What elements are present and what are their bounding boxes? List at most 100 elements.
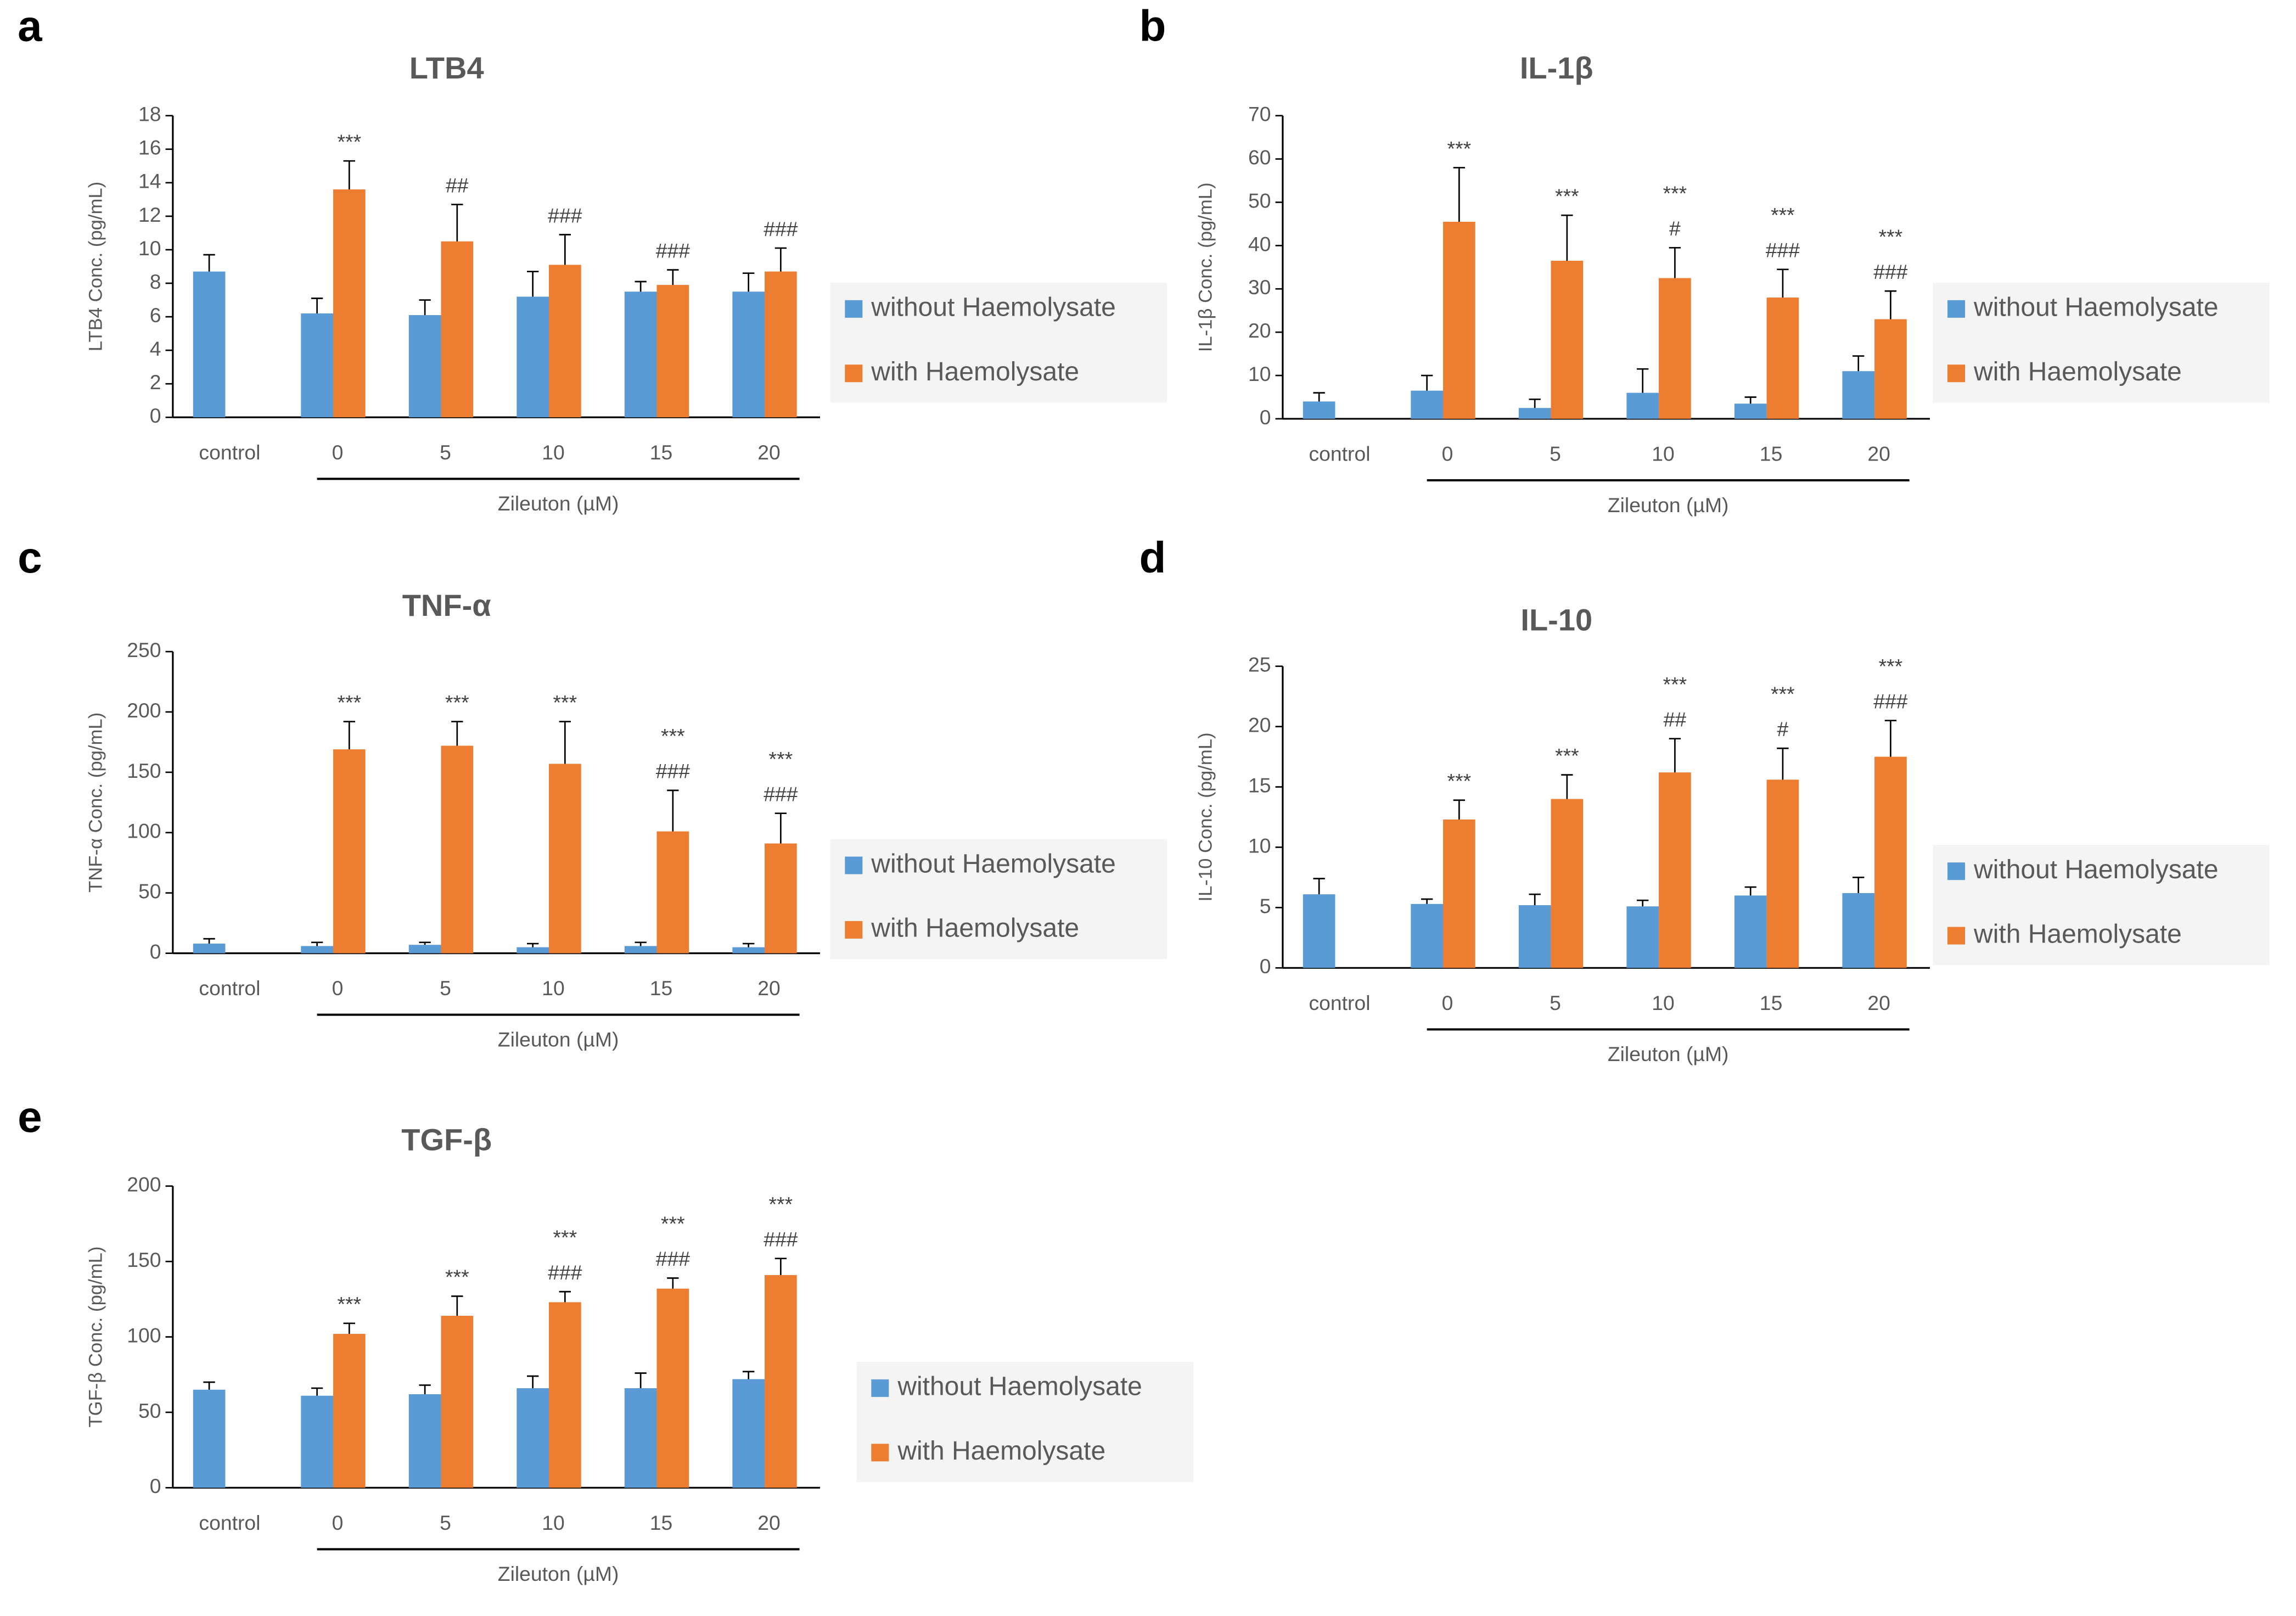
x-axis-label: Zileuton (µM) xyxy=(1608,1042,1729,1065)
panel-letter: b xyxy=(1139,1,1166,50)
y-tick-label: 150 xyxy=(127,759,161,782)
y-tick-label: 6 xyxy=(150,304,161,327)
bar xyxy=(301,313,333,418)
x-tick-label: 10 xyxy=(1652,442,1675,465)
y-tick-label: 10 xyxy=(138,237,161,260)
panel-letter: e xyxy=(18,1092,42,1141)
bar xyxy=(1303,894,1335,968)
y-tick-label: 50 xyxy=(1248,189,1271,212)
annotation: *** xyxy=(1447,137,1472,160)
y-tick-label: 20 xyxy=(1248,714,1271,737)
annotation: *** xyxy=(338,130,362,153)
y-tick-label: 0 xyxy=(150,940,161,963)
y-tick-label: 200 xyxy=(127,699,161,722)
annotation: *** xyxy=(661,1212,685,1235)
x-axis-label: Zileuton (µM) xyxy=(498,1028,619,1051)
bar xyxy=(732,291,765,418)
legend-box xyxy=(1933,845,2270,965)
bar xyxy=(333,1334,366,1488)
annotation: *** xyxy=(1771,204,1795,227)
bar xyxy=(732,947,765,953)
legend-swatch xyxy=(845,364,863,383)
y-tick-label: 0 xyxy=(1260,406,1271,429)
x-tick-label: 15 xyxy=(650,441,673,464)
annotation: *** xyxy=(1663,182,1687,205)
bar xyxy=(408,945,441,953)
x-axis-label: Zileuton (µM) xyxy=(1608,493,1729,517)
bar xyxy=(301,1395,333,1488)
annotation: ### xyxy=(548,204,582,227)
bar xyxy=(301,946,333,953)
bar xyxy=(548,764,581,953)
annotation: ### xyxy=(656,1247,691,1270)
annotation: ### xyxy=(1766,239,1800,262)
x-tick-label: 20 xyxy=(757,977,781,1000)
x-tick-label: 20 xyxy=(757,441,781,464)
annotation: ### xyxy=(764,1228,798,1251)
annotation: *** xyxy=(1879,225,1903,248)
bar xyxy=(408,1394,441,1488)
panel-letter: d xyxy=(1139,533,1166,582)
legend-box xyxy=(856,1361,1194,1482)
x-axis-label: Zileuton (µM) xyxy=(498,492,619,515)
panel-letter: c xyxy=(18,533,42,582)
bar xyxy=(1518,905,1551,968)
bar xyxy=(656,285,689,418)
annotation: # xyxy=(1777,717,1789,740)
legend-swatch xyxy=(1947,300,1966,318)
y-tick-label: 12 xyxy=(138,203,161,226)
bar xyxy=(624,291,657,418)
legend-swatch xyxy=(1947,364,1966,383)
y-tick-label: 4 xyxy=(150,337,161,360)
bar xyxy=(765,1275,797,1488)
bar xyxy=(1659,278,1691,419)
x-tick-label: 15 xyxy=(650,1511,673,1534)
x-tick-label: 5 xyxy=(440,977,451,1000)
x-tick-label: 10 xyxy=(542,1511,565,1534)
bar xyxy=(1842,893,1875,968)
bar xyxy=(1518,408,1551,419)
bar xyxy=(1443,819,1475,968)
bar xyxy=(1734,895,1767,968)
legend-swatch xyxy=(845,856,863,874)
x-tick-label: 0 xyxy=(332,977,344,1000)
legend-label: with Haemolysate xyxy=(871,914,1079,943)
annotation: *** xyxy=(1879,655,1903,678)
x-tick-label: 10 xyxy=(542,441,565,464)
bar xyxy=(1734,403,1767,419)
chart-title: IL-10 xyxy=(1520,603,1592,637)
y-tick-label: 100 xyxy=(127,820,161,843)
bar xyxy=(408,315,441,418)
annotation: ### xyxy=(656,239,691,262)
annotation: ### xyxy=(764,782,798,805)
y-tick-label: 0 xyxy=(1260,955,1271,978)
bar xyxy=(548,265,581,418)
bar xyxy=(1551,261,1584,419)
y-tick-label: 25 xyxy=(1248,653,1271,676)
bar xyxy=(548,1302,581,1488)
chart-title: IL-1β xyxy=(1520,50,1593,85)
y-tick-label: 18 xyxy=(138,103,161,126)
annotation: *** xyxy=(445,691,469,714)
bar xyxy=(765,271,797,418)
legend-label: without Haemolysate xyxy=(871,293,1116,322)
legend-swatch xyxy=(871,1379,889,1397)
y-tick-label: 50 xyxy=(138,1399,161,1422)
y-tick-label: 50 xyxy=(138,880,161,903)
bar xyxy=(193,271,226,418)
annotation: *** xyxy=(1771,682,1795,705)
y-axis-label: IL-10 Conc. (pg/mL) xyxy=(1195,732,1216,901)
y-tick-label: 0 xyxy=(150,1474,161,1497)
annotation: *** xyxy=(445,1265,469,1288)
bar xyxy=(1626,392,1659,419)
legend-label: without Haemolysate xyxy=(897,1372,1142,1401)
y-axis-label: IL-1β Conc. (pg/mL) xyxy=(1195,182,1216,352)
chart-title: TGF-β xyxy=(401,1123,492,1157)
bar xyxy=(1766,298,1799,419)
bar xyxy=(333,189,366,418)
bar xyxy=(517,947,549,953)
bar xyxy=(517,1388,549,1488)
bar xyxy=(193,944,226,953)
